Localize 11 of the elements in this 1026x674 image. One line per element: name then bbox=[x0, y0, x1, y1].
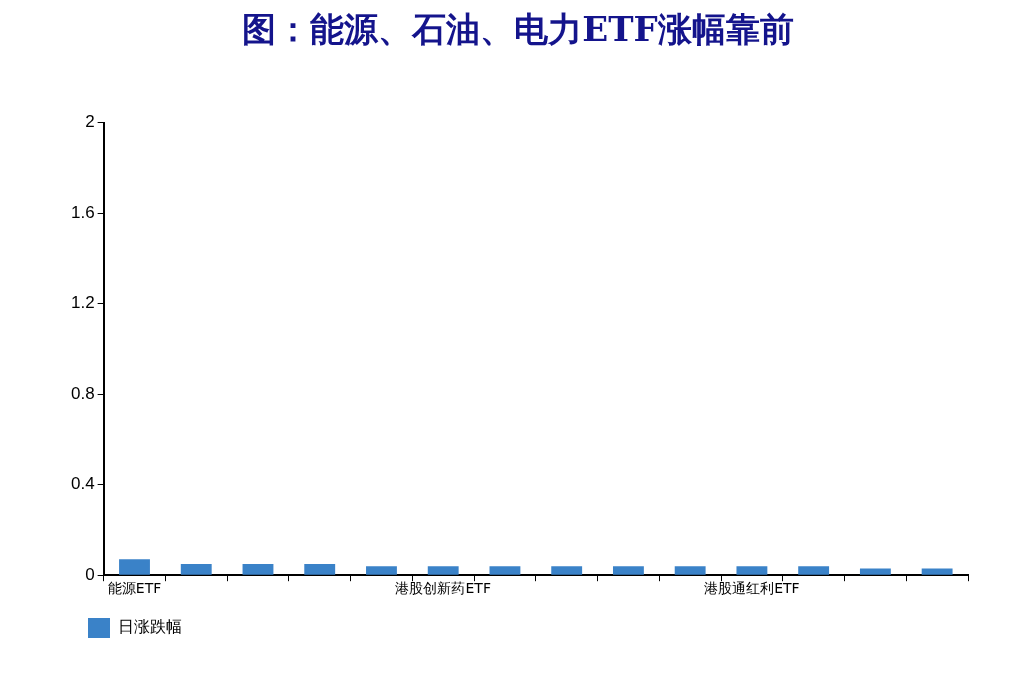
y-tick-label: 2 bbox=[85, 112, 95, 132]
chart-title: 图：能源、石油、电力ETF涨幅靠前 bbox=[242, 9, 794, 50]
y-tick-label: 0.4 bbox=[70, 474, 95, 494]
x-tick-label: 港股通红利ETF bbox=[704, 580, 800, 597]
legend-label: 日涨跌幅 bbox=[118, 617, 182, 637]
y-tick-label: 0 bbox=[85, 564, 95, 584]
x-tick-label: 能源ETF bbox=[107, 580, 162, 597]
x-tick-label: 港股创新药ETF bbox=[395, 580, 491, 597]
y-tick-label: 1.2 bbox=[70, 293, 95, 313]
y-tick-label: 1.6 bbox=[70, 202, 95, 222]
y-tick-label: 0.8 bbox=[70, 383, 95, 403]
